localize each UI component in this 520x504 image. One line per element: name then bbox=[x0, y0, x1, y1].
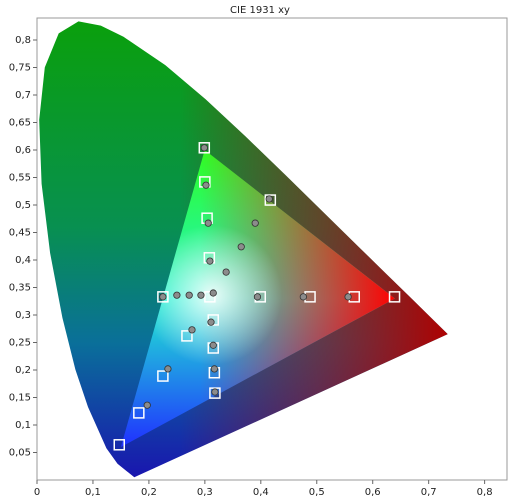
y-tick-label: 0,7 bbox=[15, 90, 31, 101]
y-tick-label: 0,4 bbox=[15, 255, 31, 266]
y-tick-label: 0,5 bbox=[15, 200, 31, 211]
measured-marker bbox=[209, 289, 217, 297]
x-tick-label: 0,4 bbox=[253, 487, 269, 498]
y-tick-label: 0,35 bbox=[9, 283, 31, 294]
y-tick-label: 0,1 bbox=[15, 420, 31, 431]
measured-marker bbox=[197, 291, 205, 299]
x-tick-label: 0,8 bbox=[477, 487, 493, 498]
measured-marker bbox=[209, 341, 217, 349]
chart-title: CIE 1931 xy bbox=[230, 5, 290, 16]
y-tick-label: 0,3 bbox=[15, 310, 31, 321]
y-tick-label: 0,8 bbox=[15, 35, 31, 46]
measured-marker bbox=[344, 293, 352, 301]
y-tick-label: 0,6 bbox=[15, 145, 31, 156]
target-marker bbox=[157, 370, 169, 382]
measured-marker bbox=[185, 291, 193, 299]
measured-marker bbox=[206, 257, 214, 265]
measured-marker bbox=[200, 144, 208, 152]
target-marker bbox=[113, 439, 125, 451]
y-tick-label: 0,65 bbox=[9, 118, 31, 129]
measured-marker bbox=[173, 291, 181, 299]
measured-marker bbox=[159, 293, 167, 301]
measured-marker bbox=[251, 219, 259, 227]
y-tick-label: 0,75 bbox=[9, 63, 31, 74]
target-marker bbox=[264, 194, 277, 206]
measured-marker bbox=[265, 195, 273, 203]
target-marker bbox=[198, 142, 211, 154]
measured-marker bbox=[222, 268, 230, 276]
y-tick-label: 0,05 bbox=[9, 448, 31, 459]
target-marker bbox=[209, 387, 221, 399]
measured-marker bbox=[253, 293, 262, 301]
target-marker bbox=[157, 291, 169, 303]
y-tick-label: 0,15 bbox=[9, 393, 31, 404]
measured-marker bbox=[299, 293, 307, 301]
measured-marker bbox=[207, 318, 215, 326]
x-tick-label: 0,3 bbox=[197, 487, 213, 498]
y-tick-label: 0,55 bbox=[9, 173, 31, 184]
measured-marker bbox=[204, 219, 212, 227]
y-tick-label: 0,45 bbox=[9, 228, 31, 239]
measured-marker bbox=[164, 365, 172, 373]
measured-marker bbox=[237, 243, 245, 251]
measured-marker bbox=[143, 401, 151, 409]
y-tick-label: 0,25 bbox=[9, 338, 31, 349]
x-tick-label: 0,7 bbox=[421, 487, 437, 498]
x-tick-label: 0,6 bbox=[365, 487, 381, 498]
y-tick-label: 0,2 bbox=[15, 365, 31, 376]
measured-marker bbox=[202, 181, 210, 189]
measured-marker bbox=[188, 326, 196, 334]
target-marker bbox=[388, 291, 401, 303]
target-marker bbox=[181, 330, 193, 342]
measured-marker bbox=[211, 388, 219, 396]
target-marker bbox=[133, 407, 145, 419]
x-tick-label: 0,2 bbox=[141, 487, 157, 498]
measured-marker bbox=[210, 365, 218, 373]
x-tick-label: 0 bbox=[34, 487, 40, 498]
x-tick-label: 0,1 bbox=[85, 487, 101, 498]
x-tick-label: 0,5 bbox=[309, 487, 325, 498]
